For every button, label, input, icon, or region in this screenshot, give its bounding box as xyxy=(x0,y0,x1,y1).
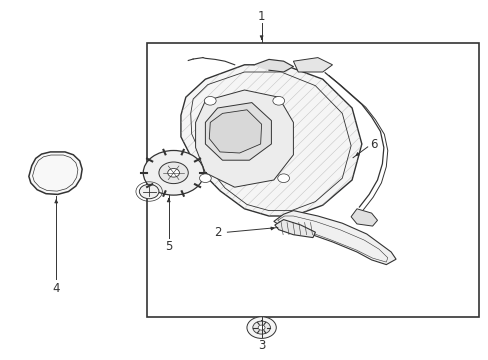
Circle shape xyxy=(204,96,216,105)
Text: 3: 3 xyxy=(257,339,265,352)
Polygon shape xyxy=(181,65,361,216)
Polygon shape xyxy=(350,209,377,226)
Text: 5: 5 xyxy=(164,240,172,253)
Circle shape xyxy=(252,321,270,334)
Polygon shape xyxy=(274,220,315,238)
Polygon shape xyxy=(29,152,82,194)
Circle shape xyxy=(167,168,179,177)
Polygon shape xyxy=(205,103,271,160)
Text: 1: 1 xyxy=(257,10,265,23)
Text: 4: 4 xyxy=(52,282,60,294)
Circle shape xyxy=(159,162,188,184)
Circle shape xyxy=(272,96,284,105)
Circle shape xyxy=(143,150,203,195)
Text: 6: 6 xyxy=(369,138,377,150)
Polygon shape xyxy=(195,90,293,187)
Text: 2: 2 xyxy=(213,226,221,239)
Polygon shape xyxy=(254,59,293,72)
Circle shape xyxy=(277,174,289,183)
Polygon shape xyxy=(273,211,395,265)
Polygon shape xyxy=(293,58,332,72)
Polygon shape xyxy=(181,65,361,216)
Circle shape xyxy=(199,174,211,183)
Polygon shape xyxy=(209,110,261,153)
Circle shape xyxy=(258,325,264,330)
Circle shape xyxy=(246,317,276,338)
Bar xyxy=(146,43,478,317)
Circle shape xyxy=(139,184,159,199)
